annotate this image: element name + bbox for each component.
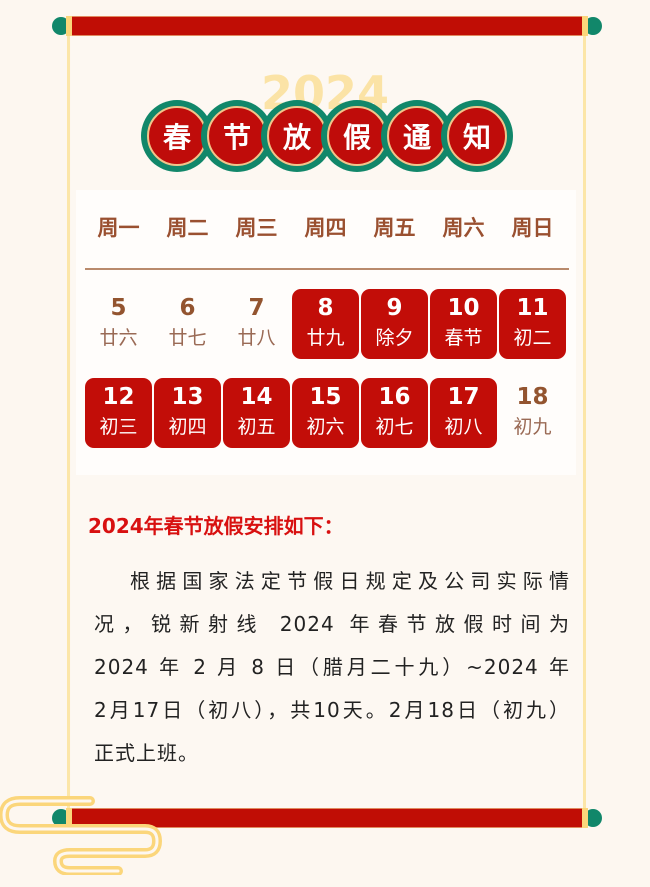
lunar-date: 初六 [306, 416, 345, 438]
title-char: 通 [387, 106, 447, 166]
holiday-day-cell: 17 初八 [430, 378, 497, 448]
day-cell: 18 初九 [499, 378, 566, 448]
day-number: 16 [378, 384, 411, 410]
holiday-day-cell: 12 初三 [85, 378, 152, 448]
day-cell: 5 廿六 [85, 289, 152, 359]
holiday-day-cell: 14 初五 [223, 378, 290, 448]
day-number: 9 [386, 295, 403, 321]
body-line: 正式上班。 [94, 741, 199, 765]
day-number: 18 [516, 384, 549, 410]
scroll-edge-left [67, 36, 70, 808]
weekday-header: 周五 [373, 216, 416, 240]
day-number: 8 [317, 295, 334, 321]
holiday-day-cell: 11 初二 [499, 289, 566, 359]
holiday-day-cell: 16 初七 [361, 378, 428, 448]
scroll-rod-bottom [52, 808, 602, 828]
day-number: 7 [248, 295, 265, 321]
lunar-date: 初四 [168, 416, 207, 438]
lunar-date: 初二 [513, 327, 552, 349]
holiday-day-cell: 10 春节 [430, 289, 497, 359]
lunar-date: 初九 [513, 416, 552, 438]
body-line: 根据国家法定节假日规定及公司实际情 [130, 569, 570, 593]
weekday-header: 周三 [235, 216, 278, 240]
weekday-header: 周六 [442, 216, 485, 240]
title-char: 节 [207, 106, 267, 166]
holiday-day-cell: 8 廿九 [292, 289, 359, 359]
lunar-date: 初八 [444, 416, 483, 438]
lunar-date: 廿八 [237, 327, 276, 349]
lunar-date: 廿九 [306, 327, 345, 349]
day-cell: 6 廿七 [154, 289, 221, 359]
lunar-date: 初五 [237, 416, 276, 438]
day-number: 13 [171, 384, 204, 410]
weekday-header: 周日 [511, 216, 554, 240]
body-line: 2024 年 2 月 8 日（腊月二十九）~2024 年 [94, 655, 570, 679]
day-number: 17 [447, 384, 480, 410]
schedule-heading: 2024年春节放假安排如下： [88, 514, 344, 538]
lunar-date: 初三 [99, 416, 138, 438]
day-number: 6 [179, 295, 196, 321]
title-char: 假 [327, 106, 387, 166]
year-watermark: 2024 [260, 66, 390, 120]
title-char: 春 [147, 106, 207, 166]
day-cell: 7 廿八 [223, 289, 290, 359]
body-line: 2月17日（初八），共10天。2月18日（初九） [94, 698, 570, 722]
calendar-divider [85, 268, 569, 270]
lunar-date: 廿七 [168, 327, 207, 349]
title-char: 知 [447, 106, 507, 166]
day-number: 14 [240, 384, 273, 410]
lunar-date: 初七 [375, 416, 414, 438]
cloud-ornament-icon [0, 796, 163, 875]
day-number: 5 [110, 295, 127, 321]
schedule-body: 根据国家法定节假日规定及公司实际情 况，锐新射线 2024 年春节放假时间为 2… [94, 560, 570, 775]
day-number: 10 [447, 295, 480, 321]
day-number: 11 [516, 295, 549, 321]
lunar-date: 除夕 [375, 327, 414, 349]
day-number: 12 [102, 384, 135, 410]
scroll-edge-right [583, 36, 586, 808]
weekday-header: 周二 [166, 216, 209, 240]
weekday-header: 周一 [97, 216, 140, 240]
holiday-day-cell: 9 除夕 [361, 289, 428, 359]
holiday-day-cell: 13 初四 [154, 378, 221, 448]
weekday-header: 周四 [304, 216, 347, 240]
lunar-date: 廿六 [99, 327, 138, 349]
scroll-rod-top [52, 16, 602, 36]
title-char: 放 [267, 106, 327, 166]
body-line: 况，锐新射线 2024 年春节放假时间为 [94, 612, 570, 636]
holiday-day-cell: 15 初六 [292, 378, 359, 448]
lunar-date: 春节 [444, 327, 483, 349]
day-number: 15 [309, 384, 342, 410]
